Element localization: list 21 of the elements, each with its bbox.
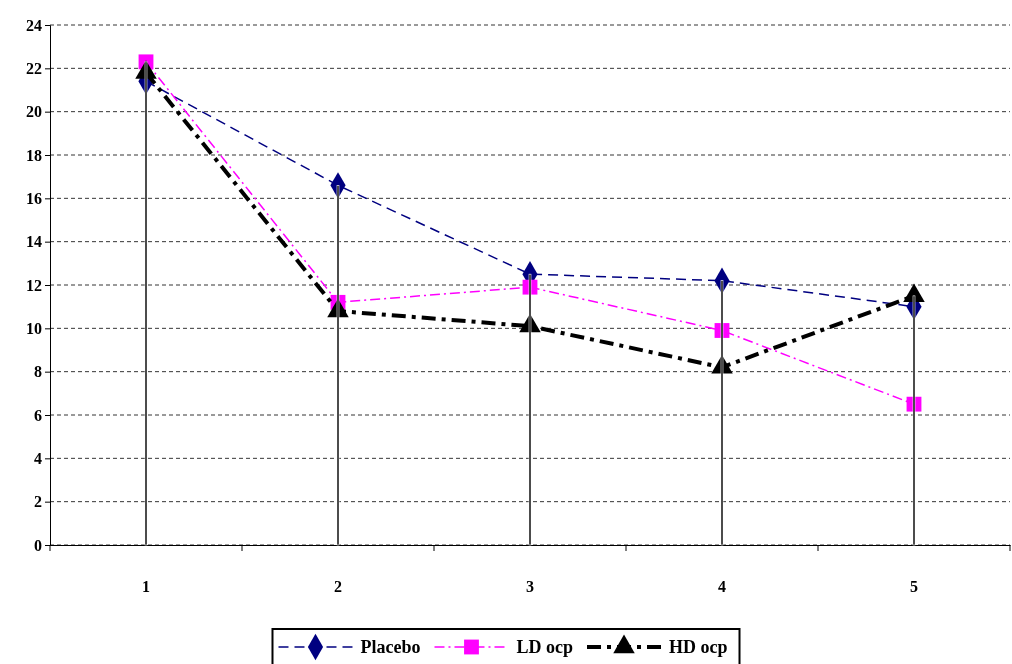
x-tick-label: 2 (334, 578, 342, 596)
x-tick-label: 1 (142, 578, 150, 596)
y-tick-label: 8 (34, 363, 42, 381)
legend-label: HD ocp (669, 637, 728, 657)
y-tick-label: 16 (26, 189, 42, 207)
legend-label: LD ocp (516, 637, 574, 657)
x-tick-label: 4 (718, 578, 726, 596)
y-tick-label: 0 (34, 536, 42, 554)
x-tick-label: 3 (526, 578, 534, 596)
y-tick-label: 14 (26, 233, 42, 251)
y-tick-label: 6 (34, 406, 42, 424)
y-tick-label: 20 (26, 103, 42, 121)
legend-label: Placebo (360, 637, 421, 657)
y-tick-label: 18 (26, 146, 42, 164)
x-tick-label: 5 (910, 578, 918, 596)
y-tick-label: 12 (26, 276, 42, 294)
y-tick-label: 22 (26, 59, 42, 77)
y-tick-label: 24 (26, 16, 42, 34)
y-tick-label: 4 (34, 449, 42, 467)
y-tick-label: 10 (26, 319, 42, 337)
y-tick-label: 2 (34, 493, 42, 511)
